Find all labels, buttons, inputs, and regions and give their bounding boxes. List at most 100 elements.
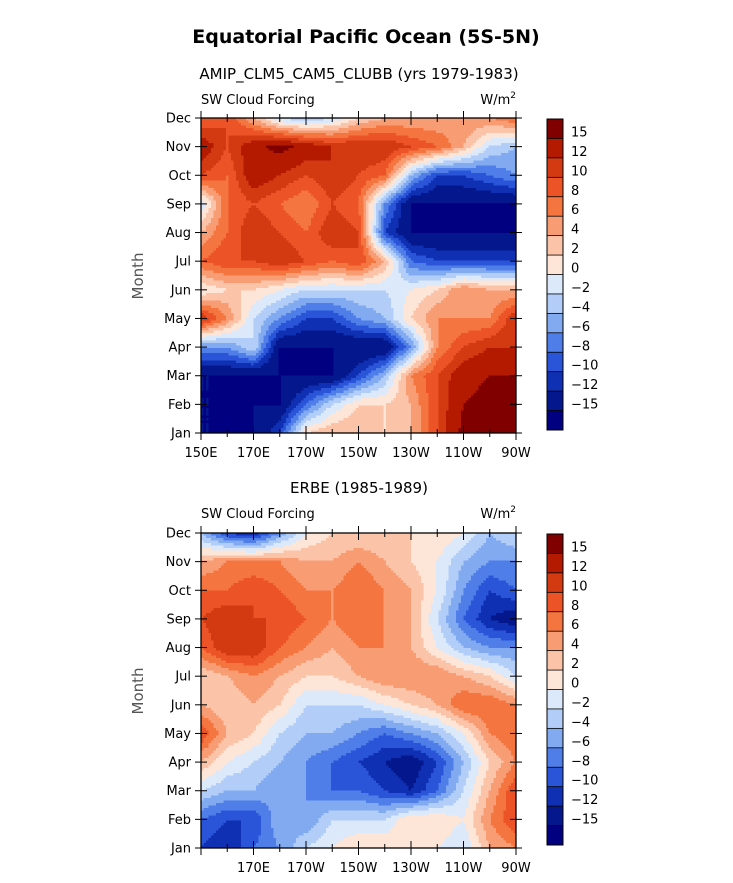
heatmap-cell: [258, 155, 262, 159]
heatmap-cell: [253, 203, 257, 206]
heatmap-cell: [316, 185, 319, 189]
heatmap-cell: [281, 165, 284, 169]
heatmap-cell: [443, 123, 447, 126]
heatmap-cell: [236, 125, 239, 129]
heatmap-cell: [513, 198, 517, 201]
heatmap-cell: [338, 123, 342, 126]
heatmap-cell: [338, 138, 342, 141]
heatmap-cell: [291, 180, 294, 184]
heatmap-cell: [481, 145, 484, 149]
heatmap-cell: [348, 213, 352, 216]
heatmap-cell: [493, 160, 497, 164]
heatmap-cell: [231, 178, 234, 181]
heatmap-cell: [443, 143, 447, 146]
heatmap-cell: [491, 165, 494, 169]
heatmap-cell: [456, 183, 459, 186]
heatmap-cell: [381, 195, 384, 199]
heatmap-cell: [271, 205, 274, 209]
heatmap-cell: [446, 120, 449, 124]
heatmap-cell: [278, 143, 282, 146]
heatmap-cell: [346, 185, 349, 189]
heatmap-cell: [203, 205, 207, 209]
heatmap-cell: [351, 208, 354, 211]
heatmap-cell: [256, 198, 259, 201]
heatmap-cell: [421, 175, 424, 179]
heatmap-cell: [276, 188, 279, 191]
heatmap-cell: [328, 208, 332, 211]
heatmap-cell: [396, 150, 399, 154]
heatmap-cell: [396, 165, 399, 169]
heatmap-cell: [356, 118, 359, 121]
heatmap-cell: [363, 208, 367, 211]
heatmap-cell: [446, 125, 449, 129]
heatmap-cell: [338, 133, 342, 136]
heatmap-cell: [213, 125, 217, 129]
heatmap-cell: [473, 163, 477, 166]
heatmap-cell: [203, 185, 207, 189]
heatmap-cell: [421, 123, 424, 126]
heatmap-cell: [353, 198, 357, 201]
heatmap-cell: [218, 135, 222, 139]
heatmap-cell: [308, 128, 312, 131]
heatmap-cell: [316, 143, 319, 146]
heatmap-cell: [291, 163, 294, 166]
heatmap-cell: [401, 185, 404, 189]
heatmap-cell: [228, 128, 232, 131]
heatmap-cell: [441, 175, 444, 179]
heatmap-cell: [448, 120, 452, 124]
heatmap-cell: [248, 198, 252, 201]
heatmap-cell: [333, 185, 337, 189]
heatmap-cell: [301, 118, 304, 121]
heatmap-cell: [393, 120, 397, 124]
heatmap-cell: [333, 145, 337, 149]
heatmap-cell: [396, 193, 399, 196]
heatmap-cell: [328, 148, 332, 151]
heatmap-cell: [288, 133, 292, 136]
heatmap-cell: [321, 165, 324, 169]
heatmap-cell: [456, 133, 459, 136]
heatmap-cell: [226, 185, 229, 189]
heatmap-cell: [296, 138, 299, 141]
heatmap-cell: [246, 150, 249, 154]
heatmap-cell: [408, 120, 412, 124]
heatmap-cell: [428, 190, 432, 194]
heatmap-cell: [218, 143, 222, 146]
heatmap-cell: [338, 208, 342, 211]
heatmap-cell: [506, 130, 509, 134]
heatmap-cell: [286, 133, 289, 136]
heatmap-cell: [501, 170, 504, 174]
heatmap-cell: [293, 213, 297, 216]
heatmap-cell: [376, 210, 379, 214]
heatmap-cell: [453, 138, 457, 141]
heatmap-cell: [386, 130, 389, 134]
heatmap-cell: [371, 205, 374, 209]
heatmap-cell: [481, 200, 484, 204]
heatmap-cell: [463, 130, 467, 134]
heatmap-cell: [483, 188, 487, 191]
heatmap-cell: [363, 155, 367, 159]
heatmap-cell: [241, 200, 244, 204]
heatmap-cell: [481, 210, 484, 214]
heatmap-cell: [481, 138, 484, 141]
heatmap-cell: [336, 175, 339, 179]
heatmap-cell: [328, 150, 332, 154]
heatmap-cell: [448, 190, 452, 194]
heatmap-cell: [351, 195, 354, 199]
heatmap-cell: [368, 180, 372, 184]
heatmap-cell: [238, 200, 242, 204]
heatmap-cell: [233, 153, 237, 156]
heatmap-cell: [473, 200, 477, 204]
heatmap-cell: [318, 170, 322, 174]
heatmap-cell: [243, 153, 247, 156]
heatmap-cell: [263, 133, 267, 136]
heatmap-cell: [228, 203, 232, 206]
heatmap-cell: [331, 213, 334, 216]
heatmap-cell: [248, 195, 252, 199]
heatmap-cell: [473, 158, 477, 161]
heatmap-cell: [373, 183, 377, 186]
heatmap-cell: [463, 165, 467, 169]
heatmap-cell: [278, 190, 282, 194]
heatmap-cell: [511, 185, 514, 189]
heatmap-cell: [348, 190, 352, 194]
heatmap-cell: [208, 173, 212, 176]
